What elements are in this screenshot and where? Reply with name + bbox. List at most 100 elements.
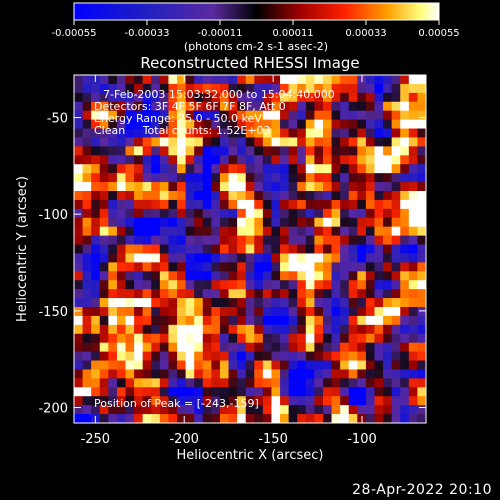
heatmap-cell [340, 324, 350, 335]
heatmap-cell [417, 298, 426, 308]
heatmap-cell [262, 128, 273, 139]
heatmap-cell [348, 333, 358, 344]
heatmap-cell [408, 146, 419, 156]
heatmap-cell [194, 342, 204, 353]
heatmap-cell [125, 235, 135, 246]
heatmap-cell [297, 128, 307, 139]
heatmap-cell [219, 405, 230, 415]
heatmap-cell [400, 396, 410, 406]
heatmap-cell [254, 333, 264, 344]
heatmap-cell [237, 208, 247, 219]
heatmap-cell [357, 101, 367, 112]
heatmap-cell [374, 92, 384, 103]
heatmap-cell [245, 208, 255, 219]
colorbar: -0.00055 -0.00033 -0.00011 0.00011 0.00033 0.… [52, 2, 460, 53]
heatmap-cell [245, 369, 255, 379]
heatmap-cell [237, 101, 247, 112]
heatmap-cell [237, 110, 247, 121]
heatmap-cell [271, 262, 281, 272]
heatmap-cell [262, 137, 273, 147]
heatmap-cell [408, 324, 419, 335]
heatmap-cell [91, 262, 101, 272]
heatmap-cell [383, 92, 393, 103]
heatmap-cell [134, 137, 144, 147]
heatmap-cell [159, 324, 170, 335]
heatmap-cell [211, 199, 221, 210]
heatmap-cell [331, 360, 341, 371]
heatmap-cell [99, 101, 109, 112]
heatmap-cell [374, 226, 384, 237]
heatmap-cell [151, 396, 161, 406]
heatmap-cell [400, 173, 410, 183]
heatmap-cell [151, 92, 161, 103]
heatmap-cell [391, 244, 401, 255]
heatmap-cell [374, 128, 384, 139]
heatmap-cell [159, 119, 170, 130]
heatmap-cell [194, 414, 204, 423]
heatmap-cell [116, 378, 127, 388]
heatmap-cell [168, 351, 178, 362]
heatmap-cell [134, 199, 144, 210]
heatmap-cell [168, 315, 178, 326]
heatmap-cell [297, 378, 307, 388]
heatmap-cell [262, 396, 273, 406]
heatmap-cell [348, 315, 358, 326]
heatmap-cell [417, 110, 426, 121]
heatmap-cell [219, 208, 230, 219]
heatmap-cell [237, 414, 247, 423]
heatmap-cell [262, 92, 273, 103]
heatmap-cell [408, 173, 419, 183]
heatmap-cell [194, 128, 204, 139]
heatmap-cell [91, 101, 101, 112]
heatmap-cell [322, 289, 333, 299]
heatmap-cell [168, 369, 178, 379]
heatmap-cell [245, 244, 255, 255]
heatmap-cell [357, 244, 367, 255]
heatmap-cell [185, 173, 195, 183]
heatmap-cell [262, 324, 273, 335]
heatmap-cell [391, 226, 401, 237]
heatmap-cell [134, 110, 144, 121]
heatmap-cell [297, 217, 307, 228]
colorbar-gradient [73, 2, 440, 21]
heatmap-cell [262, 83, 273, 94]
heatmap-cell [297, 387, 307, 397]
heatmap-cell [99, 128, 109, 139]
heatmap-cell [82, 351, 92, 362]
heatmap-cell [400, 119, 410, 130]
heatmap-cell [348, 137, 358, 147]
heatmap-cell [194, 146, 204, 156]
heatmap-cell [340, 217, 350, 228]
heatmap-cell [374, 83, 384, 94]
heatmap-cell [322, 226, 333, 237]
heatmap-cell [271, 101, 281, 112]
heatmap-cell [237, 244, 247, 255]
heatmap-cell [417, 369, 426, 379]
heatmap-cell [177, 191, 187, 201]
heatmap-cell [159, 315, 170, 326]
heatmap-cell [262, 378, 273, 388]
heatmap-cell [383, 405, 393, 415]
footer-timestamp: 28-Apr-2022 20:10 [352, 482, 492, 498]
heatmap-cell [297, 271, 307, 281]
heatmap-cell [331, 92, 341, 103]
heatmap-cell [297, 101, 307, 112]
heatmap-cell [271, 387, 281, 397]
heatmap-cell [408, 253, 419, 263]
heatmap-cell [177, 128, 187, 139]
heatmap-cell [374, 315, 384, 326]
heatmap-cell [91, 253, 101, 263]
heatmap-cell [417, 173, 426, 183]
heatmap-cell [202, 146, 212, 156]
heatmap-cell [185, 414, 195, 423]
heatmap-cell [99, 378, 109, 388]
heatmap-cell [99, 199, 109, 210]
heatmap-cell [168, 182, 178, 192]
heatmap-cell [108, 298, 118, 308]
heatmap-cell [168, 360, 178, 371]
heatmap-cell [185, 271, 195, 281]
heatmap-cell [331, 244, 341, 255]
heatmap-cell [408, 387, 419, 397]
heatmap-cell [417, 405, 426, 415]
heatmap-cell [271, 342, 281, 353]
